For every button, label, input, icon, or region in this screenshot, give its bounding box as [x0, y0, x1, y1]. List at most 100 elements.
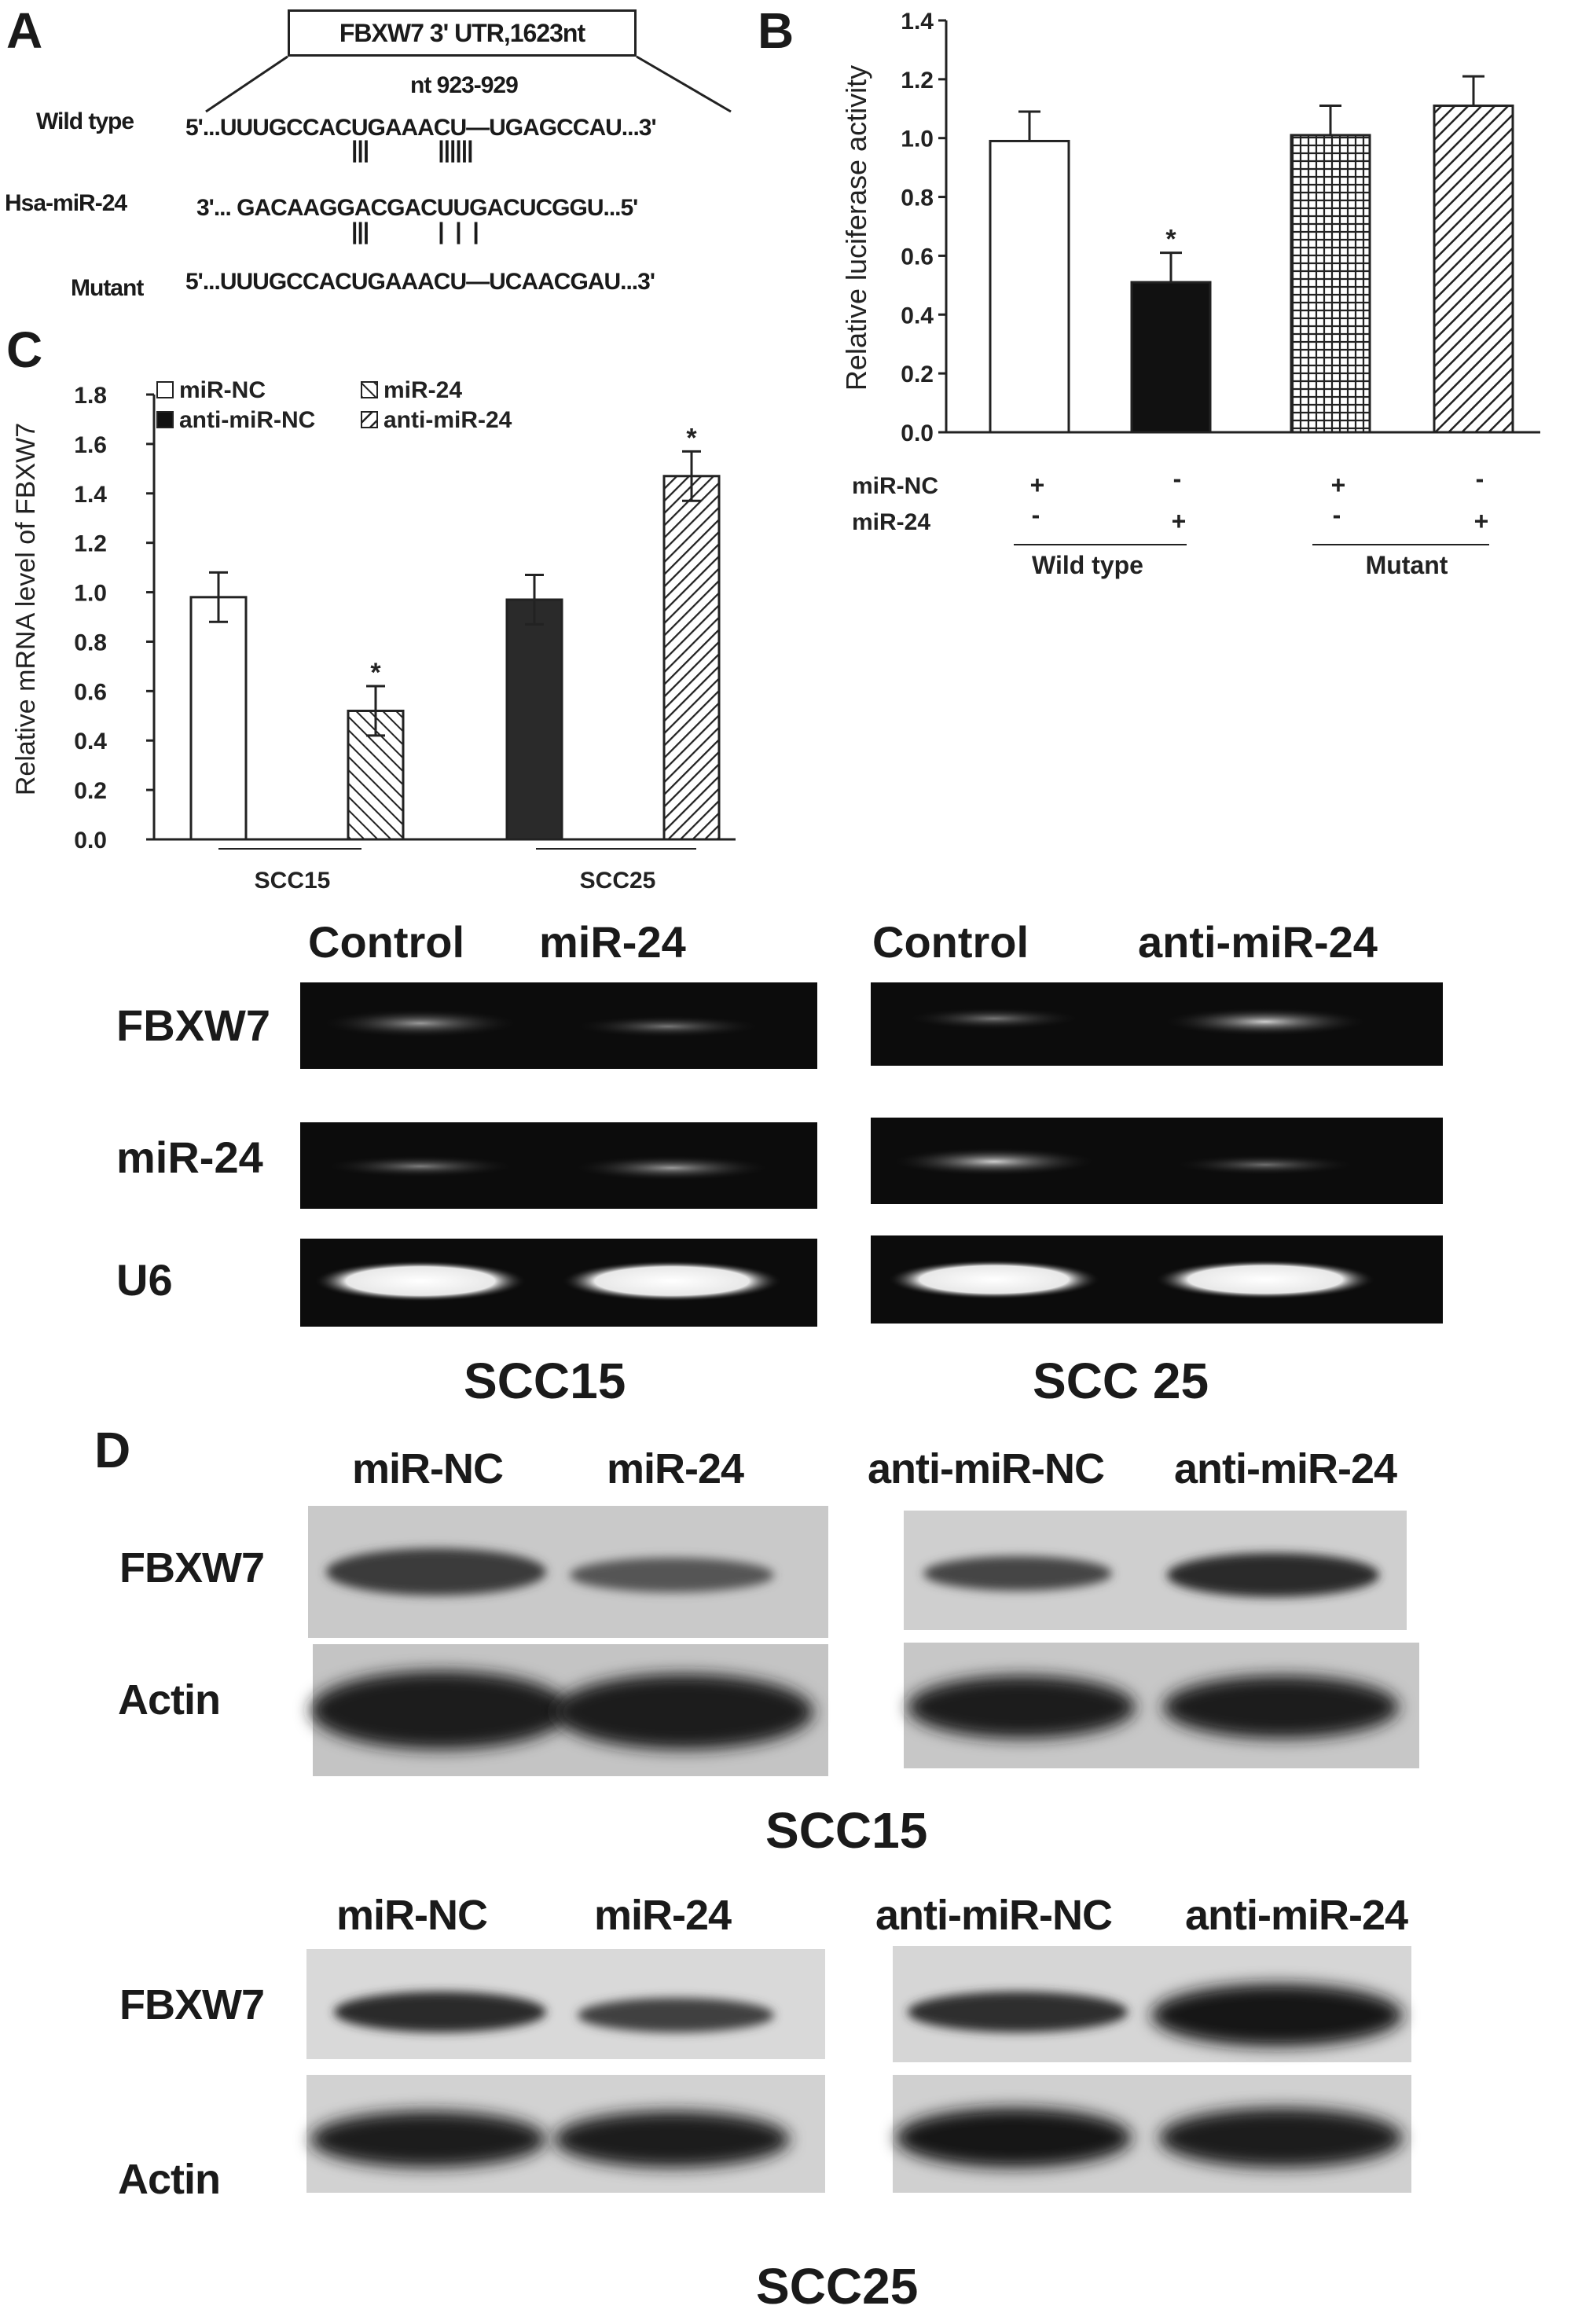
mrna-significance: * — [370, 658, 381, 688]
mutant-label: Mutant — [71, 275, 144, 301]
gel-right-header-anti-mir24: anti-miR-24 — [1138, 917, 1378, 967]
gel-band — [314, 1261, 527, 1302]
condition-sign: + — [1331, 471, 1346, 499]
gel-band — [1175, 1155, 1356, 1175]
luciferase-y-tick-label: 0.4 — [901, 303, 934, 329]
condition-sign: - — [1032, 501, 1040, 529]
mrna-category-label: SCC25 — [580, 868, 656, 894]
legend-entry: anti-miR-24 — [383, 407, 512, 433]
wb2-header-mir24: miR-24 — [594, 1892, 732, 1939]
wild-type-label: Wild type — [36, 108, 134, 134]
gel-band — [888, 1260, 1100, 1299]
gel-cell-label-scc15: SCC15 — [464, 1353, 626, 1409]
group-label: Mutant — [1366, 551, 1448, 579]
mrna-y-tick-label: 1.2 — [74, 531, 107, 557]
luciferase-y-tick-label: 1.2 — [901, 68, 934, 94]
legend-swatch — [156, 411, 174, 428]
gel-band — [574, 1155, 770, 1180]
gel-row-label-fbxw7: FBXW7 — [116, 1000, 270, 1050]
luciferase-y-tick-label: 0.0 — [901, 420, 934, 446]
wb-band — [554, 1674, 813, 1749]
mrna-y-tick-label: 0.2 — [74, 778, 107, 804]
legend-swatch — [156, 381, 174, 398]
mrna-y-tick-label: 1.4 — [74, 482, 107, 508]
wb-band — [1159, 2108, 1403, 2168]
wb2-header-anti-mir-nc: anti-miR-NC — [875, 1892, 1113, 1939]
condition-sign: + — [1030, 471, 1045, 499]
western-blot-images — [306, 1506, 1419, 2193]
luciferase-y-tick-label: 1.0 — [901, 127, 934, 152]
luciferase-y-tick-label: 1.4 — [901, 9, 934, 35]
utr-box: FBXW7 3' UTR,1623nt — [288, 9, 637, 57]
condition-sign: - — [1476, 464, 1484, 493]
wb-band — [1151, 1984, 1403, 2047]
luciferase-chart: Relative luciferase activity 0.0 0.2 0.4 0.… — [840, 9, 1540, 579]
gel-cell-label-scc25: SCC 25 — [1033, 1353, 1209, 1409]
wild-type-sequence: 5'...UUUGCCACUGAAACU—UGAGCCAU...3' — [185, 115, 657, 141]
wb1-header-mir-nc: miR-NC — [352, 1445, 504, 1492]
wb-band — [1167, 1553, 1379, 1597]
gel-band — [892, 1147, 1096, 1176]
wb-band — [326, 1548, 546, 1595]
condition-sign: + — [1172, 507, 1187, 535]
luciferase-bar — [1433, 105, 1514, 434]
wb-band — [578, 1998, 774, 2032]
pairing-lines-lower: ||| | | | — [351, 218, 479, 244]
mir24-sequence: 3'... GACAAGGACGACUUGACUCGGU...5' — [196, 195, 638, 221]
wb2-cell-label: SCC25 — [756, 2258, 919, 2315]
gel-right-header-control: Control — [872, 917, 1029, 967]
wb-band — [570, 1558, 774, 1592]
wb1-header-mir24: miR-24 — [607, 1445, 744, 1492]
mrna-y-tick-label: 0.8 — [74, 630, 107, 655]
wb1-header-anti-mir24: anti-miR-24 — [1174, 1445, 1397, 1492]
gel-band — [908, 1008, 1081, 1030]
wb2-header-mir-nc: miR-NC — [336, 1892, 488, 1939]
wb1-header-anti-mir-nc: anti-miR-NC — [868, 1445, 1105, 1492]
legend-entry: miR-24 — [383, 377, 462, 403]
gel-band — [322, 1009, 519, 1037]
mir24-label: Hsa-miR-24 — [5, 190, 127, 216]
wb-band — [310, 2111, 546, 2168]
gel-band — [1163, 1008, 1367, 1036]
wb2-row-label-actin: Actin — [118, 2156, 221, 2203]
wb-band — [1163, 1676, 1399, 1738]
mrna-y-tick-label: 0.4 — [74, 729, 107, 754]
wb-band — [923, 1556, 1112, 1591]
luciferase-y-tick-label: 0.8 — [901, 185, 934, 211]
luciferase-y-tick-label: 0.2 — [901, 362, 934, 387]
luciferase-significance: * — [1165, 225, 1176, 255]
luciferase-bar — [989, 139, 1070, 434]
mrna-y-axis-label: Relative mRNA level of FBXW7 — [11, 423, 41, 795]
legend-entry: anti-miR-NC — [179, 407, 315, 433]
wb1-row-label-fbxw7: FBXW7 — [119, 1544, 265, 1592]
panel-letter-b: B — [758, 2, 795, 59]
wb1-row-label-actin: Actin — [118, 1676, 221, 1724]
mrna-category-label: SCC15 — [255, 868, 331, 894]
wb2-row-label-fbxw7: FBXW7 — [119, 1981, 265, 2028]
mrna-bar — [505, 598, 563, 841]
luciferase-y-axis-label: Relative luciferase activity — [840, 65, 872, 391]
gel-band — [575, 1015, 761, 1037]
condition-sign: - — [1173, 464, 1182, 493]
legend-entry: miR-NC — [179, 377, 266, 403]
gel-left-header-mir24: miR-24 — [539, 917, 686, 967]
condition-row-label: miR-24 — [852, 509, 930, 535]
luciferase-bar — [1130, 281, 1212, 434]
panel-letter-a: A — [6, 2, 43, 59]
wb2-header-anti-mir24: anti-miR-24 — [1185, 1892, 1408, 1939]
mutant-sequence: 5'...UUUGCCACUGAAACU—UCAACGAU...3' — [185, 269, 655, 295]
gel-band — [1155, 1260, 1375, 1299]
mrna-bar — [662, 475, 721, 841]
mrna-y-tick-label: 1.0 — [74, 581, 107, 607]
gel-images — [300, 982, 1443, 1327]
panel-letter-c: C — [6, 321, 43, 378]
luciferase-y-tick-label: 0.6 — [901, 244, 934, 270]
gel-left-header-control: Control — [308, 917, 465, 967]
site-position: nt 923-929 — [410, 72, 519, 98]
gel-row-label-mir24: miR-24 — [116, 1133, 263, 1182]
luciferase-bar — [1290, 134, 1371, 434]
wb-band — [908, 1676, 1136, 1738]
gel-band — [326, 1155, 515, 1177]
condition-row-label: miR-NC — [852, 473, 938, 499]
